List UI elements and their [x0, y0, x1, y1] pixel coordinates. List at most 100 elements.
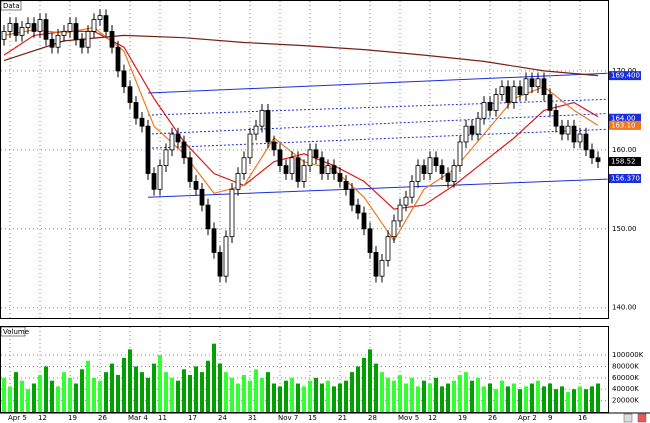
volume-bar: [26, 389, 30, 412]
candle-body: [229, 188, 235, 238]
volume-bar: [116, 374, 120, 412]
volume-bar: [488, 383, 492, 412]
volume-title-box: [0, 326, 26, 337]
zoom-icon[interactable]: [623, 413, 633, 423]
price-label: 156.370: [611, 175, 640, 183]
volume-bar: [560, 386, 564, 412]
candle-body: [301, 165, 307, 182]
x-tick-label: 17: [188, 414, 197, 422]
volume-bar: [104, 372, 108, 412]
candle-body: [445, 173, 451, 182]
price-frame: [0, 0, 609, 319]
volume-bar: [212, 343, 216, 412]
candle-body: [205, 204, 211, 230]
candle-body: [295, 157, 301, 182]
candle-body: [571, 125, 577, 143]
candle-body: [253, 125, 259, 135]
price-label: 169.400: [611, 72, 640, 80]
x-tick-label: Mov 5: [398, 414, 419, 422]
volume-bar: [122, 357, 126, 412]
candle-body: [565, 125, 571, 135]
candle-body: [91, 19, 97, 32]
volume-bar: [134, 366, 138, 412]
trendline: [147, 72, 608, 94]
candle-body: [313, 149, 319, 159]
candle-body: [331, 165, 337, 174]
volume-bar: [194, 366, 198, 412]
volume-bar: [338, 383, 342, 412]
candle-body: [553, 109, 559, 127]
candle-body: [361, 212, 367, 230]
candle-body: [265, 109, 271, 143]
x-tick-label: 11: [158, 414, 167, 422]
volume-bar: [476, 377, 480, 412]
candle-body: [73, 23, 79, 40]
candle-body: [79, 38, 85, 48]
candle-body: [169, 133, 175, 151]
volume-bar: [470, 380, 474, 412]
trendline: [147, 128, 608, 149]
volume-bar: [572, 389, 576, 412]
candle-body: [241, 157, 247, 174]
volume-bar: [50, 380, 54, 412]
candle-body: [517, 86, 523, 95]
candle-body: [49, 38, 55, 48]
x-tick-label: 19: [68, 414, 77, 422]
volume-bar: [554, 389, 558, 412]
candle-body: [325, 165, 331, 174]
candle-body: [457, 141, 463, 167]
volume-bar: [566, 392, 570, 412]
close-icon[interactable]: [637, 413, 647, 423]
candle-body: [397, 204, 403, 222]
candle-body: [175, 133, 181, 143]
volume-bar: [260, 377, 264, 412]
candle-body: [481, 102, 487, 119]
volume-bar: [266, 372, 270, 412]
volume-bar: [224, 372, 228, 412]
candle-body: [589, 149, 595, 159]
volume-bar: [584, 389, 588, 412]
title-box: [0, 0, 22, 11]
price-label-box: [609, 113, 641, 123]
candle-body: [337, 173, 343, 182]
trendline: [147, 98, 608, 116]
candle-body: [307, 149, 313, 167]
candle-body: [385, 236, 391, 261]
volume-bar: [590, 386, 594, 412]
candle-body: [577, 133, 583, 143]
volume-bar: [110, 363, 114, 412]
volume-bar: [494, 389, 498, 412]
candle-body: [439, 165, 445, 174]
candle-body: [223, 236, 229, 277]
trendline: [147, 178, 608, 198]
y-tick-label: 160.00: [612, 146, 637, 154]
volume-bar: [146, 377, 150, 412]
candle-body: [97, 15, 103, 20]
x-tick-label: 19: [458, 414, 467, 422]
candle-body: [7, 23, 13, 32]
candle-body: [547, 94, 553, 111]
candle-body: [493, 94, 499, 111]
volume-bar: [374, 363, 378, 412]
volume-bar: [248, 380, 252, 412]
volume-bar: [464, 372, 468, 412]
volume-bar: [284, 380, 288, 412]
candle-body: [559, 125, 565, 135]
volume-bar: [428, 383, 432, 412]
moving-average: [3, 30, 599, 210]
volume-bar: [140, 372, 144, 412]
volume-bar: [2, 377, 6, 412]
candle-body: [193, 181, 199, 190]
candle-body: [367, 228, 373, 253]
candle-body: [271, 141, 277, 151]
volume-tick-label: 20000K: [612, 397, 639, 405]
volume-bar: [290, 377, 294, 412]
volume-bar: [200, 372, 204, 412]
grid-layer: [1, 1, 608, 412]
volume-bar: [80, 369, 84, 412]
price-label: 164.00: [611, 114, 636, 122]
candle-body: [67, 23, 73, 32]
candle-body: [121, 70, 127, 88]
